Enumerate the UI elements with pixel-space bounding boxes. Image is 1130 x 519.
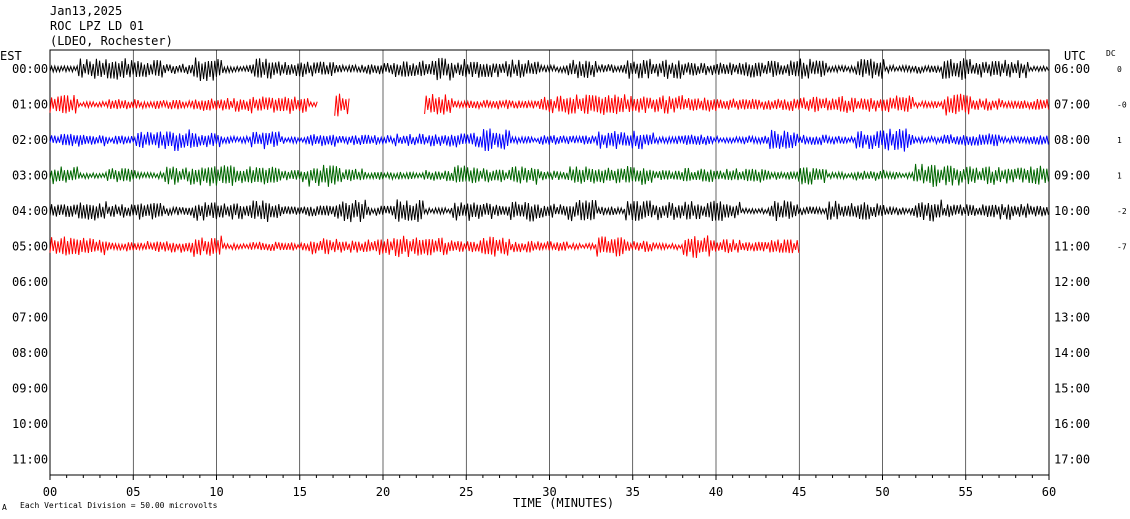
est-row-label: 08:00: [12, 346, 48, 360]
seismic-trace: [49, 235, 800, 259]
seismic-trace: [49, 199, 1049, 223]
utc-row-label: 15:00: [1054, 382, 1090, 396]
dc-value: -7: [1117, 243, 1127, 252]
x-tick-label: 00: [43, 485, 57, 499]
est-row-label: 07:00: [12, 311, 48, 325]
x-tick-label: 40: [709, 485, 723, 499]
est-row-label: 04:00: [12, 204, 48, 218]
dc-value: -0: [1117, 101, 1127, 110]
network-label: (LDEO, Rochester): [50, 34, 173, 48]
seismic-trace: [334, 93, 350, 117]
utc-row-label: 14:00: [1054, 346, 1090, 360]
est-row-label: 00:00: [12, 62, 48, 76]
x-ticks: 00 05 10 15 20 25 30 35 40 45 50 55 60: [43, 475, 1056, 499]
utc-row-label: 13:00: [1054, 311, 1090, 325]
dc-value: 1: [1117, 136, 1122, 145]
x-tick-label: 15: [293, 485, 307, 499]
est-row-label: 11:00: [12, 453, 48, 467]
station-label: ROC LPZ LD 01: [50, 19, 144, 33]
est-row-label: 06:00: [12, 275, 48, 289]
footer-mark: A: [2, 503, 7, 512]
utc-row-label: 06:00: [1054, 62, 1090, 76]
x-tick-label: 45: [792, 485, 806, 499]
x-tick-label: 50: [875, 485, 889, 499]
x-tick-label: 25: [459, 485, 473, 499]
x-tick-label: 20: [376, 485, 390, 499]
x-tick-label: 60: [1042, 485, 1056, 499]
seismic-trace: [49, 163, 1049, 188]
traces: [49, 57, 1050, 259]
utc-row-label: 11:00: [1054, 240, 1090, 254]
est-row-label: 10:00: [12, 417, 48, 431]
row-labels: 00:00 06:00 01:00 07:00 02:00 08:00 03:00 09:00…: [12, 62, 1127, 467]
utc-row-label: 10:00: [1054, 204, 1090, 218]
dc-value: -2: [1117, 207, 1127, 216]
x-tick-label: 55: [959, 485, 973, 499]
dc-value: 1: [1117, 172, 1122, 181]
dc-title: DC: [1106, 49, 1116, 58]
utc-row-label: 07:00: [1054, 98, 1090, 112]
x-tick-label: 05: [126, 485, 140, 499]
est-row-label: 09:00: [12, 382, 48, 396]
x-tick-label: 35: [626, 485, 640, 499]
grid-lines: [132, 50, 967, 475]
est-row-label: 03:00: [12, 169, 48, 183]
x-tick-label: 30: [542, 485, 556, 499]
est-row-label: 05:00: [12, 240, 48, 254]
est-row-label: 02:00: [12, 133, 48, 147]
est-row-label: 01:00: [12, 98, 48, 112]
est-axis-title: EST: [0, 49, 22, 63]
x-tick-label: 10: [209, 485, 223, 499]
utc-row-label: 12:00: [1054, 275, 1090, 289]
utc-row-label: 16:00: [1054, 417, 1090, 431]
dc-value: 0: [1117, 65, 1122, 74]
utc-row-label: 17:00: [1054, 453, 1090, 467]
utc-row-label: 08:00: [1054, 133, 1090, 147]
utc-row-label: 09:00: [1054, 169, 1090, 183]
seismic-trace: [424, 93, 1050, 116]
utc-axis-title: UTC: [1064, 49, 1086, 63]
seismic-trace: [49, 95, 318, 114]
x-axis-title: TIME (MINUTES): [513, 496, 614, 510]
seismic-trace: [49, 57, 1049, 82]
footer-note: Each Vertical Division = 50.00 microvolt…: [20, 501, 218, 510]
date-label: Jan13,2025: [50, 4, 122, 18]
seismic-trace: [49, 128, 1049, 152]
